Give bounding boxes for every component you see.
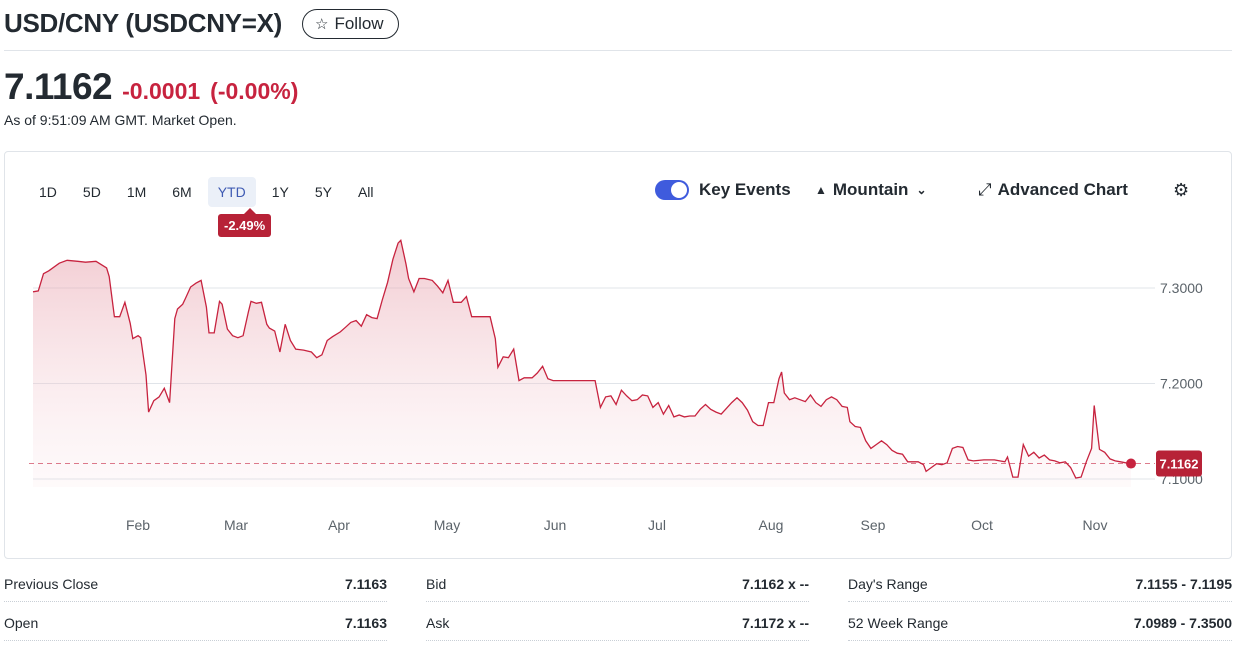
star-icon: ☆ <box>315 15 329 33</box>
price-change: -0.0001 <box>122 78 201 104</box>
chart-settings-button[interactable]: ⚙ <box>1173 180 1189 201</box>
price-change-percent: (-0.00%) <box>210 78 299 104</box>
gear-icon: ⚙ <box>1173 180 1190 200</box>
page-title: USD/CNY (USDCNY=X) <box>4 8 282 38</box>
x-tick-label: Sep <box>861 517 886 533</box>
stat-label: 52 Week Range <box>848 614 949 631</box>
stat-label: Previous Close <box>4 575 99 592</box>
range-5y[interactable]: 5Y <box>314 184 332 200</box>
x-tick-label: Feb <box>126 517 150 533</box>
stat-ask: Ask 7.1172 x -- <box>426 605 809 641</box>
current-price-dot <box>1126 458 1136 469</box>
quote-timestamp: As of 9:51:09 AM GMT. Market Open. <box>4 112 237 128</box>
stat-label: Day's Range <box>848 575 928 592</box>
stat-value: 7.1162 x -- <box>742 575 809 592</box>
y-tick-label: 7.3000 <box>1160 280 1203 296</box>
x-tick-label: Oct <box>971 517 993 533</box>
x-tick-label: Jun <box>544 517 567 533</box>
current-price: 7.1162 <box>4 66 113 107</box>
range-1m[interactable]: 1M <box>126 184 147 200</box>
current-price-tag-label: 7.1162 <box>1159 457 1198 472</box>
range-5d[interactable]: 5D <box>82 184 101 200</box>
stat-value: 7.1163 <box>344 575 387 592</box>
advanced-chart-label: Advanced Chart <box>997 180 1128 199</box>
price-line <box>32 238 1132 479</box>
x-tick-label: Nov <box>1083 517 1108 533</box>
stat-previous-close: Previous Close 7.1163 <box>4 566 387 602</box>
current-price-tag <box>1156 450 1202 477</box>
chevron-down-icon: ⌄ <box>916 183 927 197</box>
stats-row: Previous Close 7.1163 Bid 7.1162 x -- Da… <box>4 566 1232 604</box>
key-events-toggle[interactable]: Key Events <box>655 180 791 200</box>
quote-price-row: 7.1162 -0.0001 (-0.00%) <box>4 66 298 108</box>
x-tick-label: Jul <box>648 517 666 533</box>
stat-label: Bid <box>426 575 447 592</box>
chart-type-dropdown[interactable]: ▲ Mountain ⌄ <box>815 180 927 200</box>
y-tick-label: 7.2000 <box>1160 376 1203 392</box>
stat-value: 7.1155 - 7.1195 <box>1135 575 1232 592</box>
range-selector: 1D 5D 1M 6M YTD 1Y 5Y All <box>29 177 390 207</box>
stats-row: Open 7.1163 Ask 7.1172 x -- 52 Week Rang… <box>4 605 1232 643</box>
stat-label: Ask <box>426 614 450 631</box>
title-divider <box>4 50 1232 51</box>
stat-days-range: Day's Range 7.1155 - 7.1195 <box>848 566 1232 602</box>
chart-type-label: Mountain <box>832 180 909 199</box>
stat-bid: Bid 7.1162 x -- <box>426 566 809 602</box>
stat-value: 7.1163 <box>344 614 387 631</box>
expand-icon: ⤢ <box>978 180 992 199</box>
mountain-icon: ▲ <box>815 183 827 197</box>
toggle-switch[interactable] <box>655 180 689 200</box>
stat-value: 7.1172 x -- <box>742 614 809 631</box>
stat-52-week-range: 52 Week Range 7.0989 - 7.3500 <box>848 605 1232 641</box>
advanced-chart-button[interactable]: ⤢ Advanced Chart <box>978 180 1128 200</box>
key-events-label: Key Events <box>699 180 791 199</box>
x-tick-label: May <box>434 517 460 533</box>
range-all[interactable]: All <box>357 184 374 200</box>
x-tick-label: Mar <box>224 517 248 533</box>
price-area <box>33 240 1131 487</box>
title-row: USD/CNY (USDCNY=X) ☆ Follow <box>4 8 399 39</box>
follow-label: Follow <box>334 13 384 33</box>
range-ytd[interactable]: YTD <box>207 177 256 207</box>
stat-open: Open 7.1163 <box>4 605 387 641</box>
chart-card: 1D 5D 1M 6M YTD 1Y 5Y All -2.49% Key Eve… <box>4 151 1232 559</box>
range-change-badge: -2.49% <box>218 208 272 237</box>
range-1d[interactable]: 1D <box>39 184 57 200</box>
follow-button[interactable]: ☆ Follow <box>302 8 399 39</box>
stat-label: Open <box>4 614 39 631</box>
x-tick-label: Apr <box>328 517 350 533</box>
stat-value: 7.0989 - 7.3500 <box>1133 614 1232 631</box>
range-6m[interactable]: 6M <box>172 184 192 200</box>
range-1y[interactable]: 1Y <box>271 184 289 200</box>
x-tick-label: Aug <box>759 517 784 533</box>
